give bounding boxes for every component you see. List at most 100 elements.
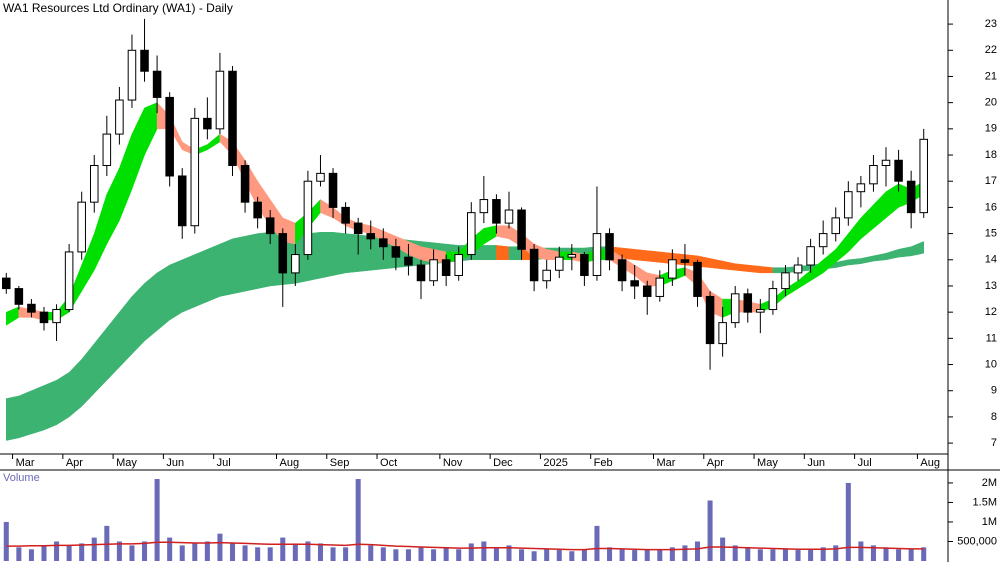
volume-bar — [858, 541, 864, 561]
x-tick-label: Mar — [657, 457, 676, 469]
candle-body — [165, 96, 174, 177]
candle-body — [881, 159, 891, 167]
volume-bar — [3, 521, 9, 561]
volume-bar — [104, 525, 110, 561]
volume-bar — [41, 545, 47, 561]
volume-bar — [255, 547, 261, 561]
volume-bar — [405, 549, 411, 561]
volume-bar — [833, 545, 839, 561]
candle-body — [844, 191, 853, 219]
x-tick-label: Jul — [217, 457, 231, 469]
volume-bar — [896, 549, 902, 561]
candle-body — [894, 159, 903, 182]
candle-body — [177, 175, 187, 227]
x-tick-label: Aug — [920, 457, 940, 469]
candle-body — [215, 70, 225, 130]
ma-band-segment — [621, 247, 635, 261]
volume-bar — [607, 547, 613, 561]
candle-body — [265, 217, 275, 235]
x-tick-label: Nov — [443, 457, 463, 469]
volume-bar — [343, 547, 349, 561]
x-tick-label: Oct — [380, 457, 397, 469]
ma-band-segment — [357, 234, 371, 272]
ma-band-segment — [320, 232, 334, 279]
x-tick-label: Feb — [594, 457, 613, 469]
y-tick-label: 22 — [985, 44, 997, 56]
candle-body — [52, 309, 61, 324]
y-tick-label: 10 — [985, 358, 997, 370]
volume-bar — [129, 545, 135, 561]
ma-band-segment — [194, 248, 208, 308]
candle-body — [756, 309, 765, 313]
ma-band-segment — [747, 264, 761, 274]
y-tick-label: 23 — [985, 18, 997, 30]
ma-band-segment — [169, 259, 183, 321]
ma-band-segment — [734, 263, 749, 272]
candle-body — [77, 201, 86, 253]
candle-body — [818, 233, 828, 248]
volume-bar — [757, 549, 763, 561]
candle-body — [655, 277, 665, 297]
candle-body — [454, 254, 463, 276]
volume-bar — [820, 547, 826, 561]
candle-body — [328, 172, 338, 208]
candle-body — [278, 233, 288, 274]
candle-body — [127, 49, 137, 101]
candle-body — [391, 246, 401, 258]
y-tick-label: 2M — [982, 477, 997, 489]
candle-body — [303, 180, 313, 256]
ma-band-segment — [496, 245, 510, 261]
x-tick-label: Mar — [16, 457, 35, 469]
candle-body — [529, 248, 539, 282]
volume-bar — [644, 549, 650, 561]
volume-bar — [694, 541, 701, 561]
candle-body — [366, 233, 376, 240]
y-tick-label: 12 — [985, 306, 997, 318]
volume-bar — [28, 549, 34, 561]
y-tick-label: 13 — [985, 280, 997, 292]
volume-bar — [431, 549, 437, 561]
volume-bar — [506, 545, 512, 561]
volume-bar — [229, 543, 236, 561]
volume-bar — [116, 541, 122, 561]
ma-band-segment — [144, 272, 158, 342]
volume-bar — [619, 549, 625, 561]
y-tick-label: 19 — [985, 123, 997, 135]
x-tick-label: Jun — [807, 457, 825, 469]
candle-body — [617, 259, 627, 282]
ma-band-segment — [207, 243, 221, 303]
candle-body — [630, 280, 639, 287]
y-tick-label: 18 — [985, 149, 997, 161]
candle-body — [467, 212, 476, 256]
volume-bar — [594, 525, 600, 561]
x-tick-label: Sep — [330, 457, 350, 469]
candle-body — [705, 295, 715, 345]
volume-bar — [770, 549, 776, 561]
candle-body — [416, 264, 426, 282]
candle-body — [27, 303, 36, 313]
chart-title: WA1 Resources Ltd Ordinary (WA1) - Daily — [3, 1, 233, 15]
ma-band-segment — [646, 250, 661, 263]
volume-bar — [280, 537, 286, 561]
volume-bar — [870, 545, 876, 561]
x-tick-label: 2025 — [543, 457, 567, 469]
candle-body — [492, 199, 501, 224]
ma-band-segment — [483, 245, 497, 261]
candle-body — [592, 233, 602, 276]
volume-title: Volume — [3, 472, 40, 484]
candle-body — [203, 117, 212, 130]
y-tick-label: 16 — [985, 201, 997, 213]
volume-bar — [142, 541, 148, 561]
volume-bar — [468, 543, 474, 561]
candle-body — [605, 233, 614, 261]
volume-bar — [179, 545, 185, 561]
ma-band-segment — [232, 235, 246, 295]
candle-body — [479, 199, 489, 214]
volume-bar — [883, 547, 889, 561]
candle-body — [906, 180, 916, 214]
ma-band-segment — [332, 232, 346, 276]
ma-band-segment — [848, 258, 862, 266]
volume-bar — [16, 547, 22, 561]
candle-body — [14, 288, 24, 305]
volume-bar — [167, 537, 173, 561]
